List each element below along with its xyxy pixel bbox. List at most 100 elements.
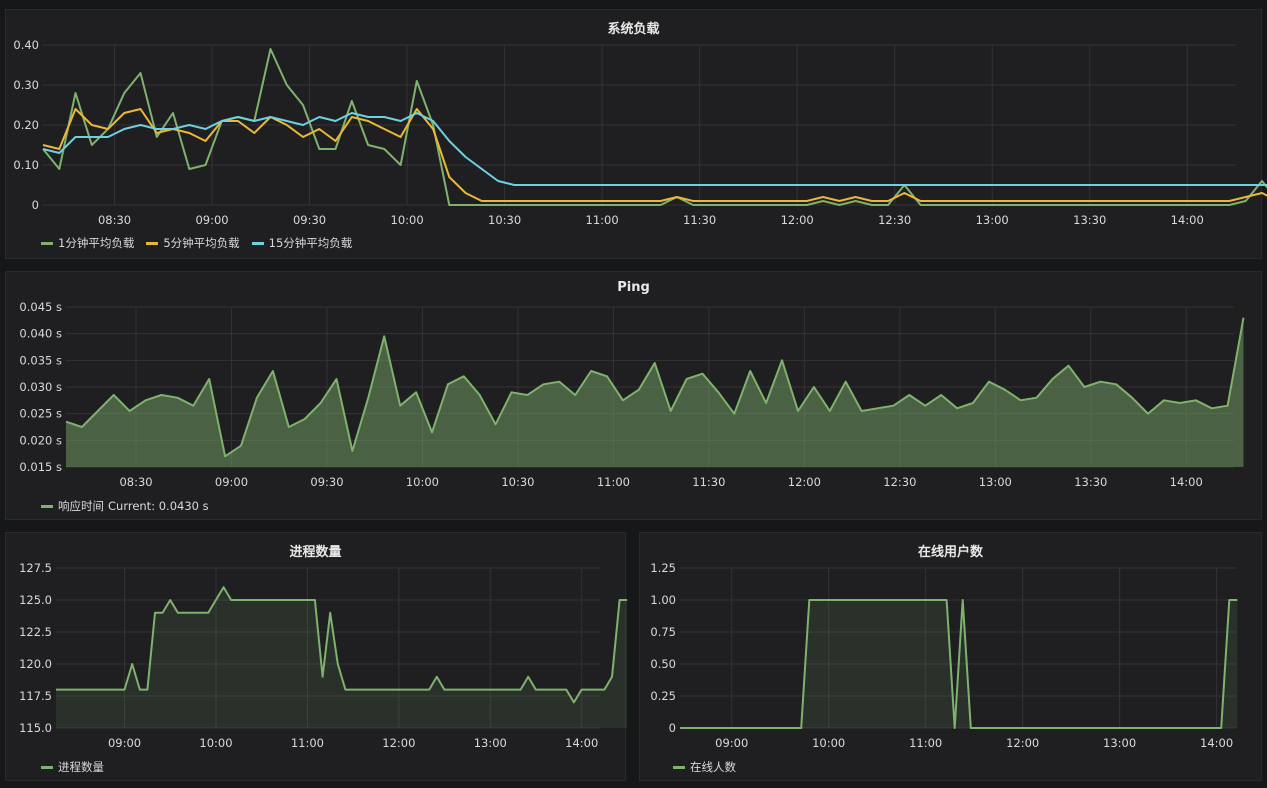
- y-tick-label: 0.10: [13, 158, 39, 172]
- y-tick-label: 0: [669, 721, 676, 735]
- x-tick-label: 10:00: [391, 213, 424, 227]
- load-panel-title[interactable]: 系统负载: [607, 22, 660, 37]
- ping-panel-title[interactable]: Ping: [617, 280, 650, 295]
- x-tick-label: 11:30: [683, 213, 716, 227]
- x-tick-label: 12:00: [1006, 736, 1039, 750]
- legend-item-response-time[interactable]: 响应时间 Current: 0.0430 s: [41, 498, 209, 514]
- x-tick-label: 13:30: [1073, 213, 1106, 227]
- x-tick-label: 11:00: [909, 736, 942, 750]
- x-tick-label: 10:00: [812, 736, 845, 750]
- series-area-fill: [56, 587, 628, 728]
- x-tick-label: 12:30: [883, 475, 916, 489]
- load-legend: 1分钟平均负载 5分钟平均负载 15分钟平均负载: [41, 235, 364, 251]
- series-line[interactable]: [42, 108, 1267, 202]
- x-tick-label: 13:00: [979, 475, 1012, 489]
- x-tick-label: 12:00: [781, 213, 814, 227]
- y-tick-label: 1.00: [650, 593, 676, 607]
- x-tick-label: 14:00: [1170, 475, 1203, 489]
- y-tick-label: 0.75: [650, 625, 676, 639]
- x-tick-label: 12:30: [878, 213, 911, 227]
- y-tick-label: 0.50: [650, 657, 676, 671]
- y-tick-label: 0.015 s: [19, 460, 62, 474]
- ping-panel: Ping 0.015 s 0.020 s 0.025 s 0.030 s 0.035 s…: [5, 271, 1262, 520]
- y-tick-label: 115.0: [19, 721, 52, 735]
- users-panel-title[interactable]: 在线用户数: [917, 545, 983, 560]
- legend-swatch-15min: [251, 241, 264, 245]
- y-tick-label: 1.25: [650, 561, 676, 575]
- ping-legend: 响应时间 Current: 0.0430 s: [41, 498, 221, 514]
- legend-label-15min: 15分钟平均负载: [268, 236, 353, 250]
- series-line[interactable]: [42, 112, 1267, 186]
- x-tick-label: 09:00: [108, 736, 141, 750]
- y-tick-label: 127.5: [19, 561, 52, 575]
- series-line[interactable]: [65, 317, 1245, 458]
- series-area-fill: [66, 317, 1244, 467]
- process-legend: 进程数量: [41, 759, 116, 775]
- legend-item-5min[interactable]: 5分钟平均负载: [146, 235, 240, 251]
- x-tick-label: 12:00: [382, 736, 415, 750]
- x-tick-label: 13:00: [976, 213, 1009, 227]
- x-tick-label: 14:00: [1200, 736, 1233, 750]
- legend-swatch-online-users: [673, 765, 685, 769]
- legend-swatch-1min: [41, 241, 53, 245]
- process-chart[interactable]: 115.0 117.5 120.0 122.5 125.0 127.5 09:00 10:00…: [6, 533, 628, 782]
- legend-label-process-count: 进程数量: [58, 760, 104, 774]
- x-tick-label: 11:00: [597, 475, 630, 489]
- ping-chart[interactable]: 0.015 s 0.020 s 0.025 s 0.030 s 0.035 s 0.040…: [6, 272, 1263, 521]
- y-tick-label: 0.20: [13, 118, 39, 132]
- x-tick-label: 09:00: [195, 213, 228, 227]
- x-tick-label: 13:00: [1103, 736, 1136, 750]
- y-tick-label: 0.30: [13, 78, 39, 92]
- x-tick-label: 10:00: [199, 736, 232, 750]
- x-tick-label: 11:30: [692, 475, 725, 489]
- users-legend: 在线人数: [673, 759, 748, 775]
- y-tick-label: 0.020 s: [19, 433, 62, 447]
- legend-item-1min[interactable]: 1分钟平均负载: [41, 235, 134, 251]
- legend-item-15min[interactable]: 15分钟平均负载: [251, 235, 353, 251]
- series-line[interactable]: [42, 48, 1267, 206]
- load-chart[interactable]: 0 0.10 0.20 0.30 0.40 08:30 09:00 09:30 10:00 10:…: [6, 10, 1267, 260]
- legend-swatch-5min: [146, 241, 159, 245]
- y-tick-label: 117.5: [19, 689, 52, 703]
- process-panel-title[interactable]: 进程数量: [289, 545, 342, 560]
- legend-label-online-users: 在线人数: [690, 760, 736, 774]
- x-tick-label: 10:30: [488, 213, 521, 227]
- y-tick-label: 122.5: [19, 625, 52, 639]
- x-tick-label: 09:30: [293, 213, 326, 227]
- x-tick-label: 13:30: [1074, 475, 1107, 489]
- process-panel: 进程数量 115.0 117.5 120.0 122.5 125.0 127.5 09:00…: [5, 532, 628, 782]
- load-panel: 系统负载 0 0.10 0.20 0.30 0.40 08:30 09:00 09:30 10:…: [5, 9, 1267, 260]
- y-tick-label: 0: [32, 198, 39, 212]
- legend-swatch-response-time: [41, 504, 53, 508]
- x-tick-label: 09:00: [215, 475, 248, 489]
- y-tick-label: 0.040 s: [19, 327, 62, 341]
- legend-label-response-time: 响应时间: [58, 499, 104, 513]
- x-tick-label: 11:00: [586, 213, 619, 227]
- legend-swatch-process-count: [41, 765, 53, 769]
- y-tick-label: 0.40: [13, 38, 39, 52]
- y-tick-label: 0.045 s: [19, 300, 62, 314]
- legend-label-1min: 1分钟平均负载: [58, 236, 135, 250]
- x-tick-label: 10:30: [501, 475, 534, 489]
- y-tick-label: 120.0: [19, 657, 52, 671]
- legend-item-online-users[interactable]: 在线人数: [673, 759, 736, 775]
- users-chart[interactable]: 0 0.25 0.50 0.75 1.00 1.25 09:00 10:00 11:00 12:0…: [640, 533, 1263, 782]
- y-tick-label: 125.0: [19, 593, 52, 607]
- x-tick-label: 09:30: [310, 475, 343, 489]
- legend-label-5min: 5分钟平均负载: [163, 236, 240, 250]
- y-tick-label: 0.25: [650, 689, 676, 703]
- users-panel: 在线用户数 0 0.25 0.50 0.75 1.00 1.25 09:00 10:00 11:…: [639, 532, 1262, 781]
- series-line[interactable]: [56, 586, 628, 704]
- x-tick-label: 08:30: [98, 213, 131, 227]
- x-tick-label: 13:00: [474, 736, 507, 750]
- x-tick-label: 12:00: [788, 475, 821, 489]
- x-tick-label: 14:00: [1171, 213, 1204, 227]
- x-tick-label: 11:00: [291, 736, 324, 750]
- x-tick-label: 10:00: [406, 475, 439, 489]
- y-tick-label: 0.030 s: [19, 380, 62, 394]
- y-tick-label: 0.025 s: [19, 407, 62, 421]
- series-line[interactable]: [680, 599, 1238, 729]
- legend-item-process-count[interactable]: 进程数量: [41, 759, 104, 775]
- x-tick-label: 09:00: [715, 736, 748, 750]
- x-tick-label: 14:00: [565, 736, 598, 750]
